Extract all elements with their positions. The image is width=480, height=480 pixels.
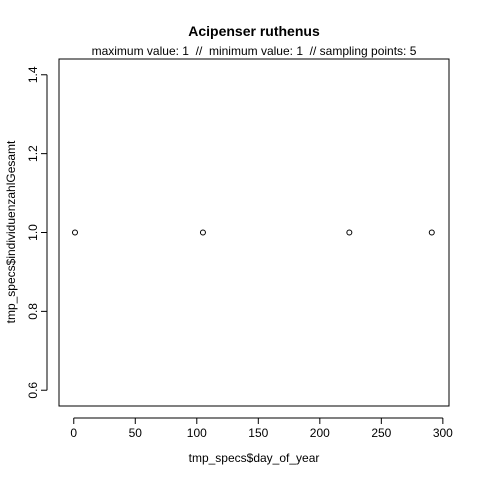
y-tick-label: 0.8 [26, 303, 40, 320]
y-tick-label: 1.2 [26, 145, 40, 162]
y-tick-label: 1.0 [26, 224, 40, 241]
data-point [199, 229, 206, 236]
x-axis-label: tmp_specs$day_of_year [189, 451, 320, 465]
x-tick-label: 50 [129, 426, 143, 440]
x-tick-label: 0 [70, 426, 77, 440]
x-tick-label: 100 [187, 426, 207, 440]
chart-title: Acipenser ruthenus [188, 23, 320, 39]
y-tick-label: 1.4 [26, 66, 40, 83]
plot-frame [58, 58, 450, 407]
y-axis: 0.6 0.8 1.0 1.2 1.4 [26, 66, 48, 399]
x-tick-label: 250 [371, 426, 391, 440]
y-tick-label: 0.6 [26, 382, 40, 399]
data-point [71, 229, 78, 236]
chart-subtitle: maximum value: 1 // minimum value: 1 // … [92, 44, 417, 58]
y-axis-label: tmp_specs$individuenzahlGesamt [4, 140, 18, 323]
x-tick-label: 200 [310, 426, 330, 440]
data-point [346, 229, 353, 236]
x-axis: 0 50 100 150 200 250 300 [70, 417, 453, 440]
data-point [428, 229, 435, 236]
x-tick-label: 150 [248, 426, 268, 440]
x-tick-label: 300 [433, 426, 453, 440]
data-points [71, 229, 435, 236]
